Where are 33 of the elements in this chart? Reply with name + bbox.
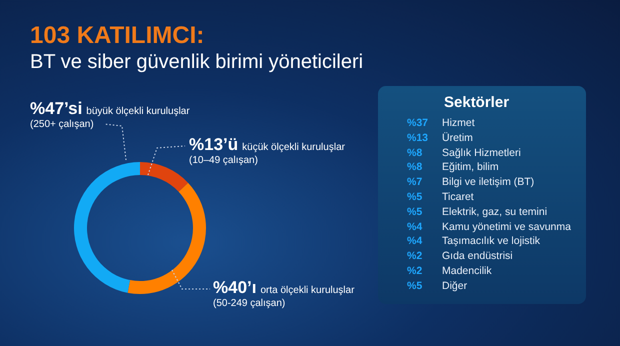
text: Sektörler [444, 94, 510, 111]
category-label: Gıda endüstrisi [442, 250, 513, 262]
text: %7 [407, 176, 422, 188]
text: %5 [407, 191, 422, 203]
data-label: %47’si [30, 99, 82, 118]
text: %8 [407, 146, 422, 159]
category-label: Ticaret [442, 191, 474, 203]
text: %5 [407, 206, 422, 218]
category-label: Üretim [442, 132, 473, 144]
chart-subtitle: BT ve siber güvenlik birimi yöneticileri [30, 51, 364, 74]
data-label: %40’ı [213, 278, 256, 297]
donut-slice [74, 162, 140, 293]
category-label: Kamu yönetimi ve savunma [442, 220, 571, 233]
category-label: Madencilik [442, 265, 492, 277]
category-label: Diğer [442, 280, 468, 292]
text: %4 [407, 235, 422, 248]
donut-slice [128, 182, 206, 294]
text: %5 [407, 280, 422, 292]
text: %2 [407, 265, 422, 277]
text: %2 [407, 250, 422, 262]
text: %8 [407, 161, 422, 174]
data-label: %13’ü [189, 135, 238, 154]
category-label: Eğitim, bilim [442, 161, 499, 174]
category-label: Bilgi ve iletişim (BT) [442, 176, 534, 188]
donut-slice [140, 162, 188, 192]
chart-title: 103 KATILIMCI: [30, 22, 204, 50]
text: %13 [407, 132, 428, 144]
category-label: Taşımacılık ve lojistik [442, 235, 540, 248]
category-label: Sağlık Hizmetleri [442, 146, 521, 159]
text: %37 [407, 117, 428, 129]
text: %4 [407, 220, 422, 233]
category-label: Elektrik, gaz, su temini [442, 206, 548, 218]
category-label: Hizmet [442, 117, 475, 129]
